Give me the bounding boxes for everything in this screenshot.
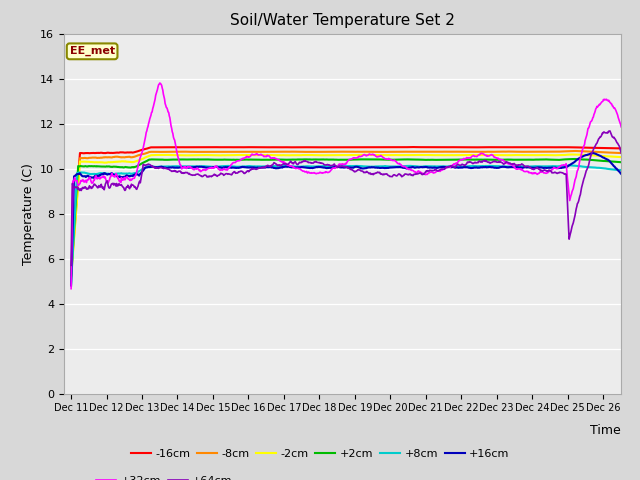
Text: EE_met: EE_met bbox=[70, 46, 115, 57]
Y-axis label: Temperature (C): Temperature (C) bbox=[22, 163, 35, 264]
X-axis label: Time: Time bbox=[590, 424, 621, 437]
Title: Soil/Water Temperature Set 2: Soil/Water Temperature Set 2 bbox=[230, 13, 455, 28]
Legend: +32cm, +64cm: +32cm, +64cm bbox=[92, 472, 237, 480]
